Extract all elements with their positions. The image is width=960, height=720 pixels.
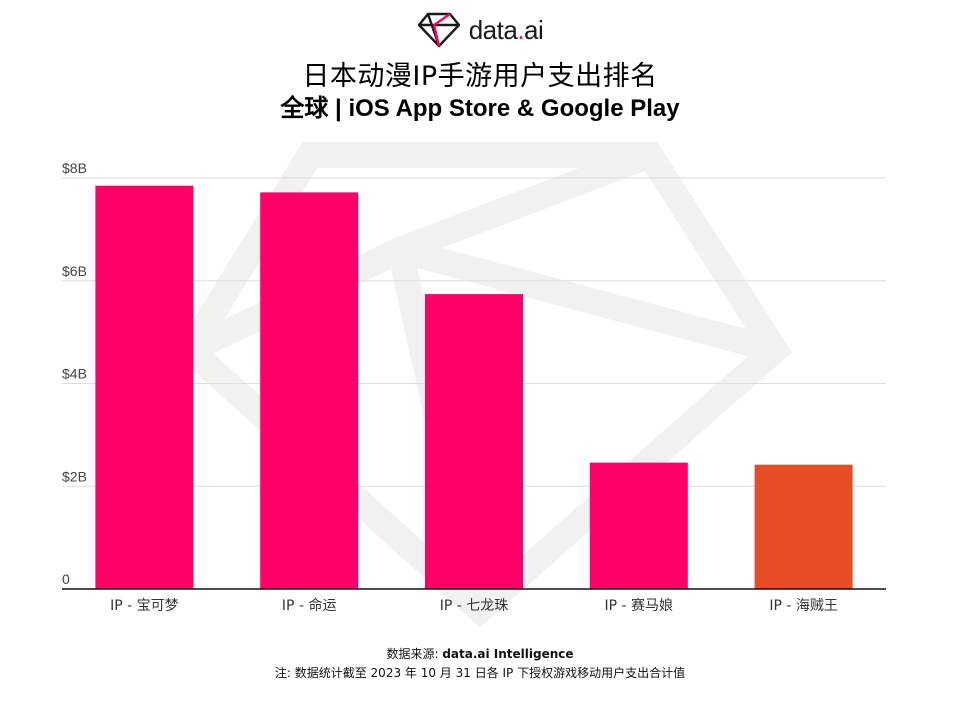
bar xyxy=(95,185,194,590)
diamond-logo-icon xyxy=(417,12,460,48)
x-tick-label: IP - 赛马娘 xyxy=(605,598,674,614)
x-tick-label: IP - 七龙珠 xyxy=(440,598,509,614)
y-tick-label: $2B xyxy=(62,468,87,484)
brand-logo: data.ai xyxy=(0,10,960,50)
bar-chart: 0$2B$4B$6B$8B IP - 宝可梦 IP - 命运 IP - 七龙珠 IP … xyxy=(62,142,886,628)
x-tick-label: IP - 命运 xyxy=(282,597,337,614)
x-tick-label: IP - 宝可梦 xyxy=(110,598,179,614)
source-label: 数据来源: xyxy=(386,647,443,661)
brand-name: data.ai xyxy=(468,14,544,45)
chart-subtitle: 全球 | iOS App Store & Google Play xyxy=(280,95,680,122)
bar xyxy=(260,192,359,589)
bars xyxy=(95,185,853,590)
x-tick-label: IP - 海贼王 xyxy=(769,598,838,614)
source-value: data.ai Intelligence xyxy=(442,647,574,661)
y-tick-label: $4B xyxy=(62,366,87,382)
bar xyxy=(425,294,523,589)
bar xyxy=(589,462,688,589)
bar xyxy=(754,464,853,589)
y-tick-label: $6B xyxy=(62,263,87,279)
y-tick-label: 0 xyxy=(62,571,70,587)
source-note: 数据来源: data.ai Intelligence xyxy=(0,645,960,662)
x-axis: IP - 宝可梦 IP - 命运 IP - 七龙珠 IP - 赛马娘 IP - 海贼王 xyxy=(110,597,838,614)
y-tick-label: $8B xyxy=(62,160,87,176)
y-axis: 0 $2B $4B $6B $8B xyxy=(62,160,87,587)
chart-title: 日本动漫IP手游用户支出排名 xyxy=(302,61,658,92)
footnote: 注: 数据统计截至 2023 年 10 月 31 日各 IP 下授权游戏移动用户… xyxy=(274,666,686,680)
